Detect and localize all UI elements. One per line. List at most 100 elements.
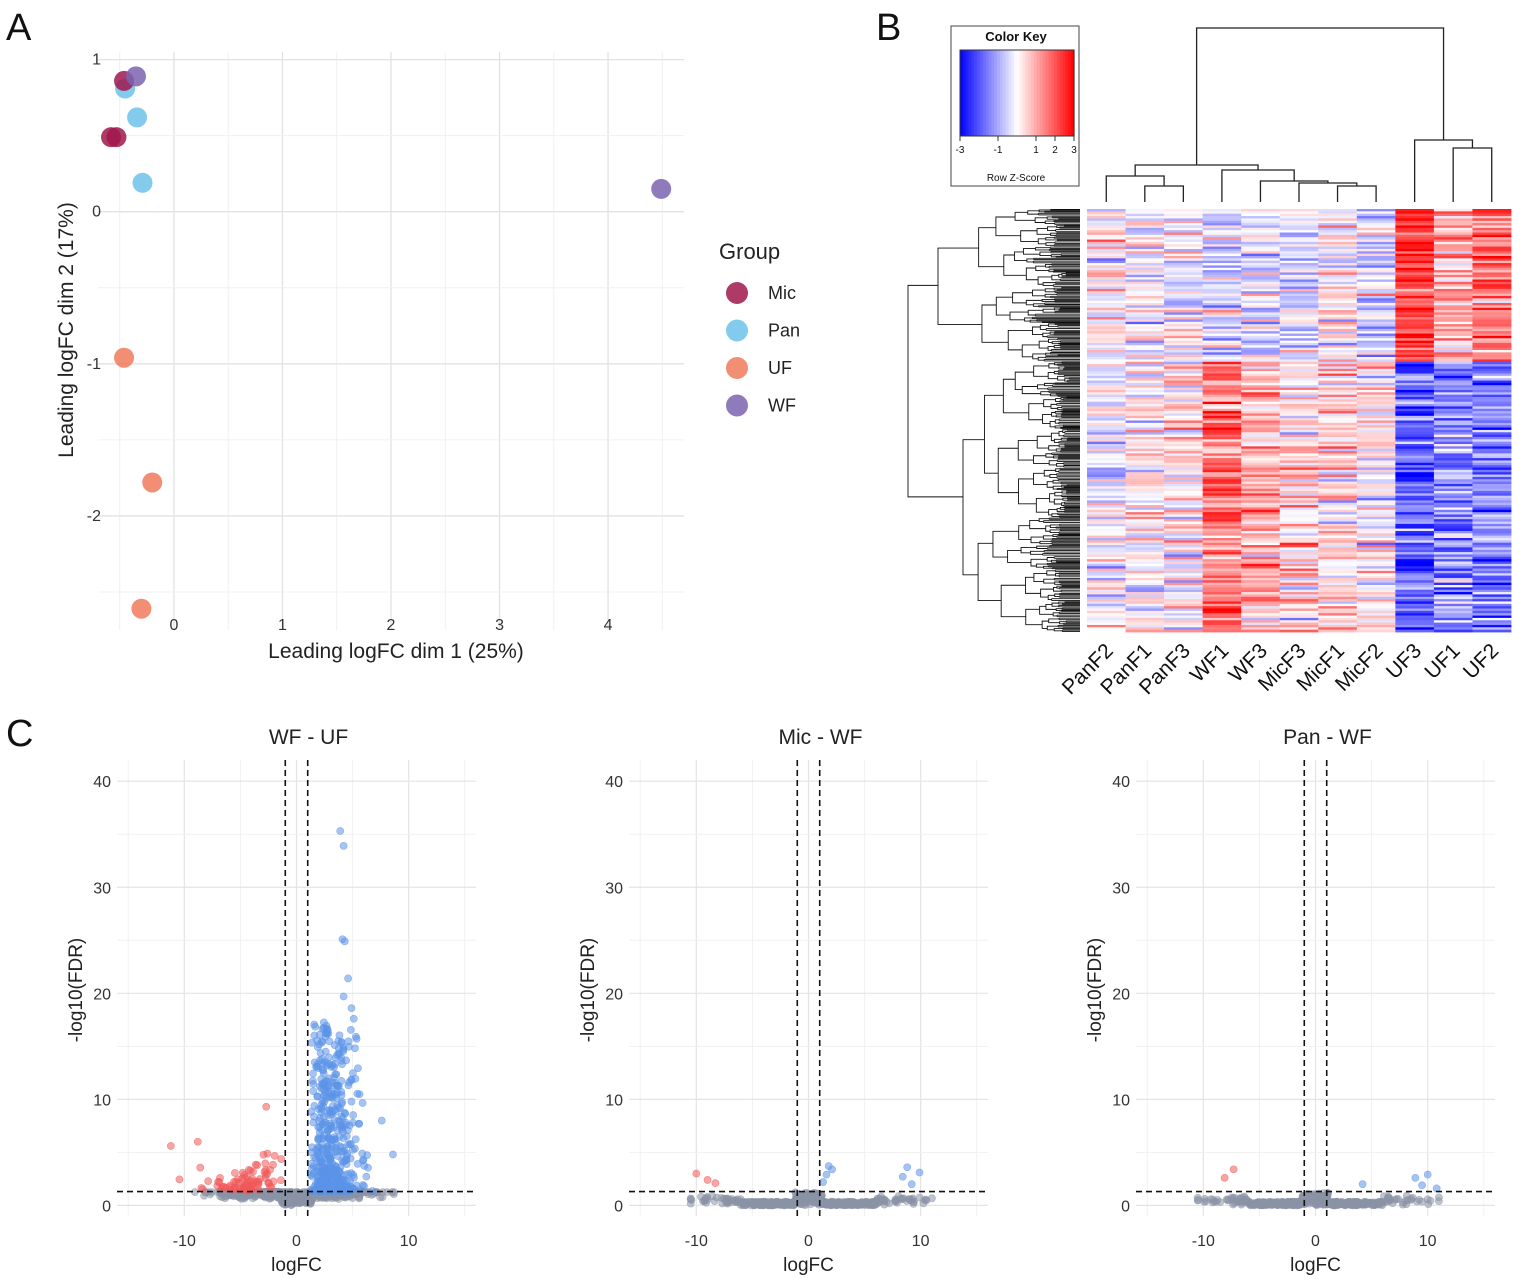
heatmap-cell [1395, 263, 1435, 266]
heatmap-cell [1279, 354, 1319, 358]
heatmap-row [1087, 274, 1512, 278]
row-dendrogram-link [1042, 332, 1051, 338]
heatmap-cell [1395, 319, 1435, 323]
heatmap-cell [1164, 474, 1204, 478]
volcano-title: Mic - WF [779, 726, 863, 749]
color-key-tick-label: -1 [994, 145, 1003, 156]
heatmap-cell [1395, 305, 1435, 309]
heatmap-cell [1395, 239, 1435, 243]
heatmap-cell [1395, 267, 1435, 271]
heatmap-row [1087, 392, 1512, 396]
heatmap-cell [1356, 516, 1396, 520]
heatmap-cell [1164, 357, 1204, 360]
heatmap-cell [1356, 342, 1396, 346]
heatmap-cell [1164, 394, 1204, 398]
heatmap-cell [1433, 573, 1473, 576]
heatmap-cell [1395, 218, 1435, 222]
heatmap-cell [1279, 382, 1319, 386]
heatmap-cell [1241, 241, 1281, 245]
heatmap-row [1087, 220, 1512, 224]
heatmap-cell [1241, 444, 1281, 447]
heatmap-cell [1356, 303, 1396, 306]
row-dendrogram-link [1058, 444, 1065, 448]
heatmap-cell [1202, 587, 1242, 591]
heatmap-cell [1395, 333, 1435, 337]
heatmap-cell [1125, 606, 1165, 609]
heatmap-cell [1433, 439, 1473, 443]
volcano-y-tick: 30 [605, 880, 623, 897]
heatmap-cell [1318, 596, 1358, 600]
heatmap-cell [1087, 608, 1126, 612]
volcano-point-up [339, 1045, 348, 1054]
heatmap-cell [1318, 439, 1358, 443]
row-dendrogram-link [1055, 468, 1060, 472]
heatmap-cell [1433, 530, 1473, 534]
heatmap-cell [1356, 577, 1396, 581]
volcano-point-up [331, 1143, 340, 1152]
heatmap-cell [1356, 606, 1396, 609]
heatmap-cell [1395, 434, 1435, 438]
heatmap-cell [1202, 413, 1242, 417]
heatmap-cell [1472, 284, 1512, 287]
heatmap-cell [1241, 281, 1281, 285]
heatmap-cell [1433, 575, 1473, 579]
heatmap-cell [1202, 366, 1242, 370]
heatmap-cell [1125, 246, 1165, 250]
heatmap-cell [1356, 397, 1396, 400]
heatmap-cell [1356, 270, 1396, 273]
heatmap-cell [1318, 566, 1358, 569]
heatmap-row [1087, 627, 1512, 631]
heatmap-row [1087, 582, 1512, 586]
heatmap-cell [1318, 436, 1358, 440]
heatmap-cell [1356, 345, 1396, 349]
heatmap-cell [1125, 333, 1165, 337]
heatmap-cell [1279, 394, 1319, 398]
heatmap-cell [1433, 352, 1473, 356]
heatmap-cell [1241, 213, 1281, 217]
heatmap-row [1087, 516, 1512, 520]
heatmap-cell [1241, 622, 1281, 626]
volcano-point-up [347, 1097, 356, 1106]
heatmap-cell [1164, 561, 1204, 565]
heatmap-cell [1356, 538, 1396, 541]
heatmap-cell [1125, 526, 1165, 529]
heatmap-cell [1241, 366, 1281, 370]
heatmap-cell [1164, 444, 1204, 447]
heatmap-cell [1087, 258, 1126, 262]
volcano-point-ns [378, 1193, 387, 1201]
heatmap-row [1087, 465, 1512, 468]
heatmap-cell [1087, 279, 1126, 283]
heatmap-cell [1433, 265, 1473, 269]
heatmap-cell [1125, 467, 1165, 471]
row-dendrogram-link [1051, 412, 1057, 417]
heatmap-cell [1279, 399, 1319, 403]
heatmap-cell [1472, 629, 1512, 633]
heatmap-cell [1433, 321, 1473, 325]
heatmap-cell [1279, 237, 1319, 240]
heatmap-row [1087, 528, 1512, 532]
heatmap-cell [1395, 436, 1435, 440]
heatmap-cell [1395, 352, 1435, 356]
heatmap-cell [1087, 476, 1126, 480]
heatmap-cell [1087, 601, 1126, 605]
row-dendrogram-link [1051, 513, 1060, 517]
heatmap-cell [1318, 462, 1358, 466]
heatmap-cell [1318, 211, 1358, 215]
heatmap-row [1087, 288, 1512, 292]
heatmap-cell [1279, 211, 1319, 215]
heatmap-cell [1433, 342, 1473, 346]
heatmap-cell [1241, 545, 1281, 548]
heatmap-cell [1279, 568, 1319, 572]
heatmap-cell [1279, 378, 1319, 381]
heatmap-cell [1395, 479, 1435, 482]
heatmap-cell [1125, 328, 1165, 332]
heatmap-cell [1356, 357, 1396, 360]
heatmap-cell [1125, 439, 1165, 443]
heatmap-cell [1356, 246, 1396, 250]
heatmap-cell [1125, 420, 1165, 424]
heatmap-cell [1433, 610, 1473, 614]
heatmap-row [1087, 432, 1512, 435]
heatmap-cell [1241, 439, 1281, 443]
heatmap-cell [1318, 272, 1358, 276]
heatmap-cell [1164, 335, 1204, 339]
